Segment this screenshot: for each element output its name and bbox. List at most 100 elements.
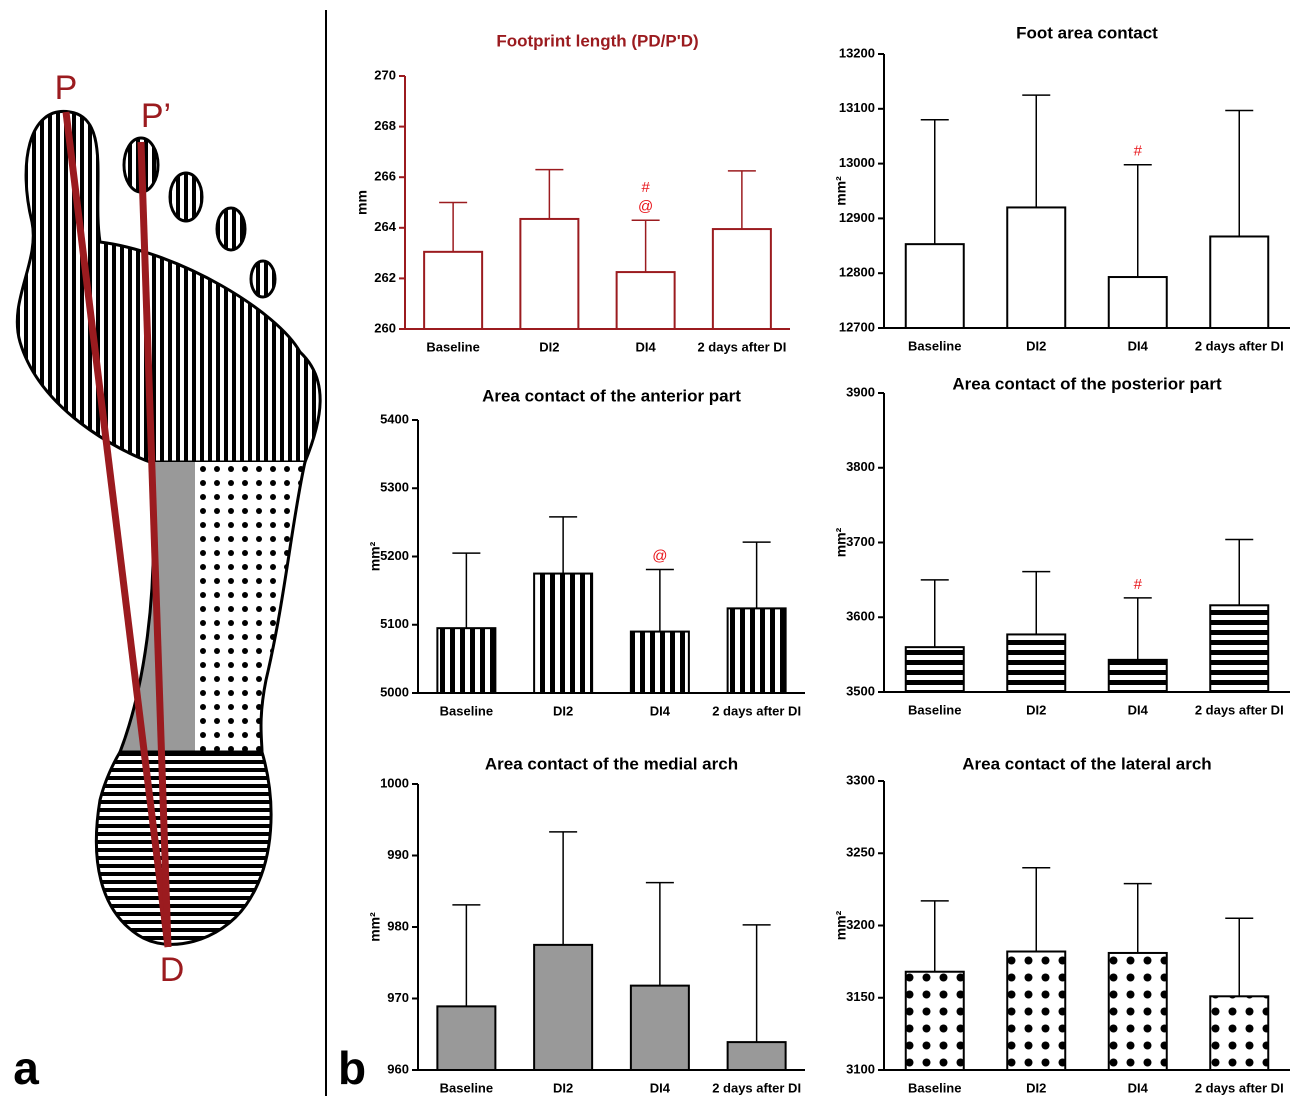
bar [1109, 277, 1167, 328]
y-tick-label: 12800 [839, 265, 875, 280]
y-tick-label: 3500 [846, 683, 875, 698]
x-tick-label: DI4 [636, 339, 657, 354]
bar [631, 986, 689, 1070]
y-tick-label: 13100 [839, 100, 875, 115]
y-tick-label: 3150 [846, 989, 875, 1004]
annotation: # [1134, 143, 1143, 160]
y-tick-label: 262 [374, 270, 396, 285]
chart-title: Area contact of the medial arch [485, 754, 738, 773]
bar [1210, 605, 1268, 692]
x-tick-label: DI2 [1026, 338, 1046, 353]
y-tick-label: 268 [374, 118, 396, 133]
x-tick-label: 2 days after DI [697, 339, 786, 354]
panel-label: b [338, 1042, 366, 1094]
x-tick-label: DI4 [650, 1080, 671, 1095]
annotation: @ [652, 547, 667, 564]
heel [96, 752, 271, 944]
x-tick-label: DI2 [553, 703, 573, 718]
y-tick-label: 270 [374, 67, 396, 82]
lateral-arch [195, 462, 305, 752]
y-tick-label: 970 [387, 990, 409, 1005]
x-tick-label: 2 days after DI [1195, 338, 1284, 353]
x-tick-label: Baseline [426, 339, 479, 354]
y-axis-label: mm² [367, 912, 383, 942]
chart-title: Area contact of the posterior part [952, 374, 1222, 393]
bar [1007, 634, 1065, 692]
x-tick-label: DI4 [1128, 702, 1149, 717]
y-tick-label: 3700 [846, 534, 875, 549]
figure: P P’ D a b Footprint length (PD/P'D) mm 26… [0, 0, 1304, 1096]
foot-diagram [17, 111, 320, 947]
y-tick-label: 980 [387, 918, 409, 933]
y-tick-label: 5000 [380, 684, 409, 699]
y-tick-label: 5400 [380, 411, 409, 426]
y-tick-label: 3200 [846, 917, 875, 932]
bar [1007, 952, 1065, 1070]
y-tick-label: 1000 [380, 775, 409, 790]
bar [906, 972, 964, 1070]
x-tick-label: Baseline [440, 703, 493, 718]
panel-label: a [13, 1042, 39, 1094]
x-tick-label: DI2 [553, 1080, 573, 1095]
y-tick-label: 260 [374, 320, 396, 335]
bar [437, 628, 495, 693]
bar [1109, 660, 1167, 692]
bar [1007, 207, 1065, 328]
x-tick-label: DI4 [1128, 1080, 1149, 1095]
x-tick-label: Baseline [440, 1080, 493, 1095]
y-tick-label: 13200 [839, 45, 875, 60]
bar [1210, 236, 1268, 328]
bar [534, 574, 592, 693]
y-tick-label: 3600 [846, 609, 875, 624]
chart-title: Area contact of the lateral arch [962, 754, 1211, 773]
point-label: D [160, 951, 185, 989]
bar [424, 252, 482, 329]
bar [713, 229, 771, 329]
x-tick-label: 2 days after DI [712, 703, 801, 718]
bar [728, 608, 786, 693]
x-tick-label: DI4 [650, 703, 671, 718]
y-tick-label: 960 [387, 1061, 409, 1076]
y-tick-label: 3800 [846, 459, 875, 474]
x-tick-label: 2 days after DI [1195, 702, 1284, 717]
toe [170, 173, 202, 221]
y-tick-label: 3250 [846, 845, 875, 860]
x-tick-label: Baseline [908, 702, 961, 717]
bar [1210, 996, 1268, 1070]
chart-title: Area contact of the anterior part [482, 386, 741, 405]
y-tick-label: 266 [374, 169, 396, 184]
x-tick-label: DI2 [1026, 1080, 1046, 1095]
bar [631, 632, 689, 693]
y-tick-label: 3100 [846, 1061, 875, 1076]
bar [906, 647, 964, 692]
y-axis-label: mm² [833, 176, 849, 206]
bar [1109, 953, 1167, 1070]
annotation: # [1134, 576, 1143, 593]
x-tick-label: DI2 [539, 339, 559, 354]
y-tick-label: 264 [374, 219, 396, 234]
x-tick-label: Baseline [908, 338, 961, 353]
chart-title: Foot area contact [1016, 23, 1158, 42]
bar [534, 945, 592, 1070]
y-tick-label: 5300 [380, 480, 409, 495]
y-axis-label: mm [354, 190, 370, 215]
chart-title: Footprint length (PD/P'D) [496, 31, 698, 50]
y-tick-label: 3300 [846, 772, 875, 787]
point-label: P [55, 69, 78, 107]
x-tick-label: 2 days after DI [712, 1080, 801, 1095]
annotation: # [641, 179, 650, 196]
bar [520, 219, 578, 329]
bar [437, 1006, 495, 1070]
y-tick-label: 990 [387, 847, 409, 862]
toe [251, 261, 275, 297]
point-label: P’ [141, 97, 171, 135]
x-tick-label: DI4 [1128, 338, 1149, 353]
annotation: @ [638, 198, 653, 215]
x-tick-label: DI2 [1026, 702, 1046, 717]
toe [217, 208, 245, 250]
y-tick-label: 5100 [380, 616, 409, 631]
x-tick-label: Baseline [908, 1080, 961, 1095]
y-tick-label: 12700 [839, 319, 875, 334]
y-tick-label: 12900 [839, 210, 875, 225]
bar [906, 244, 964, 328]
